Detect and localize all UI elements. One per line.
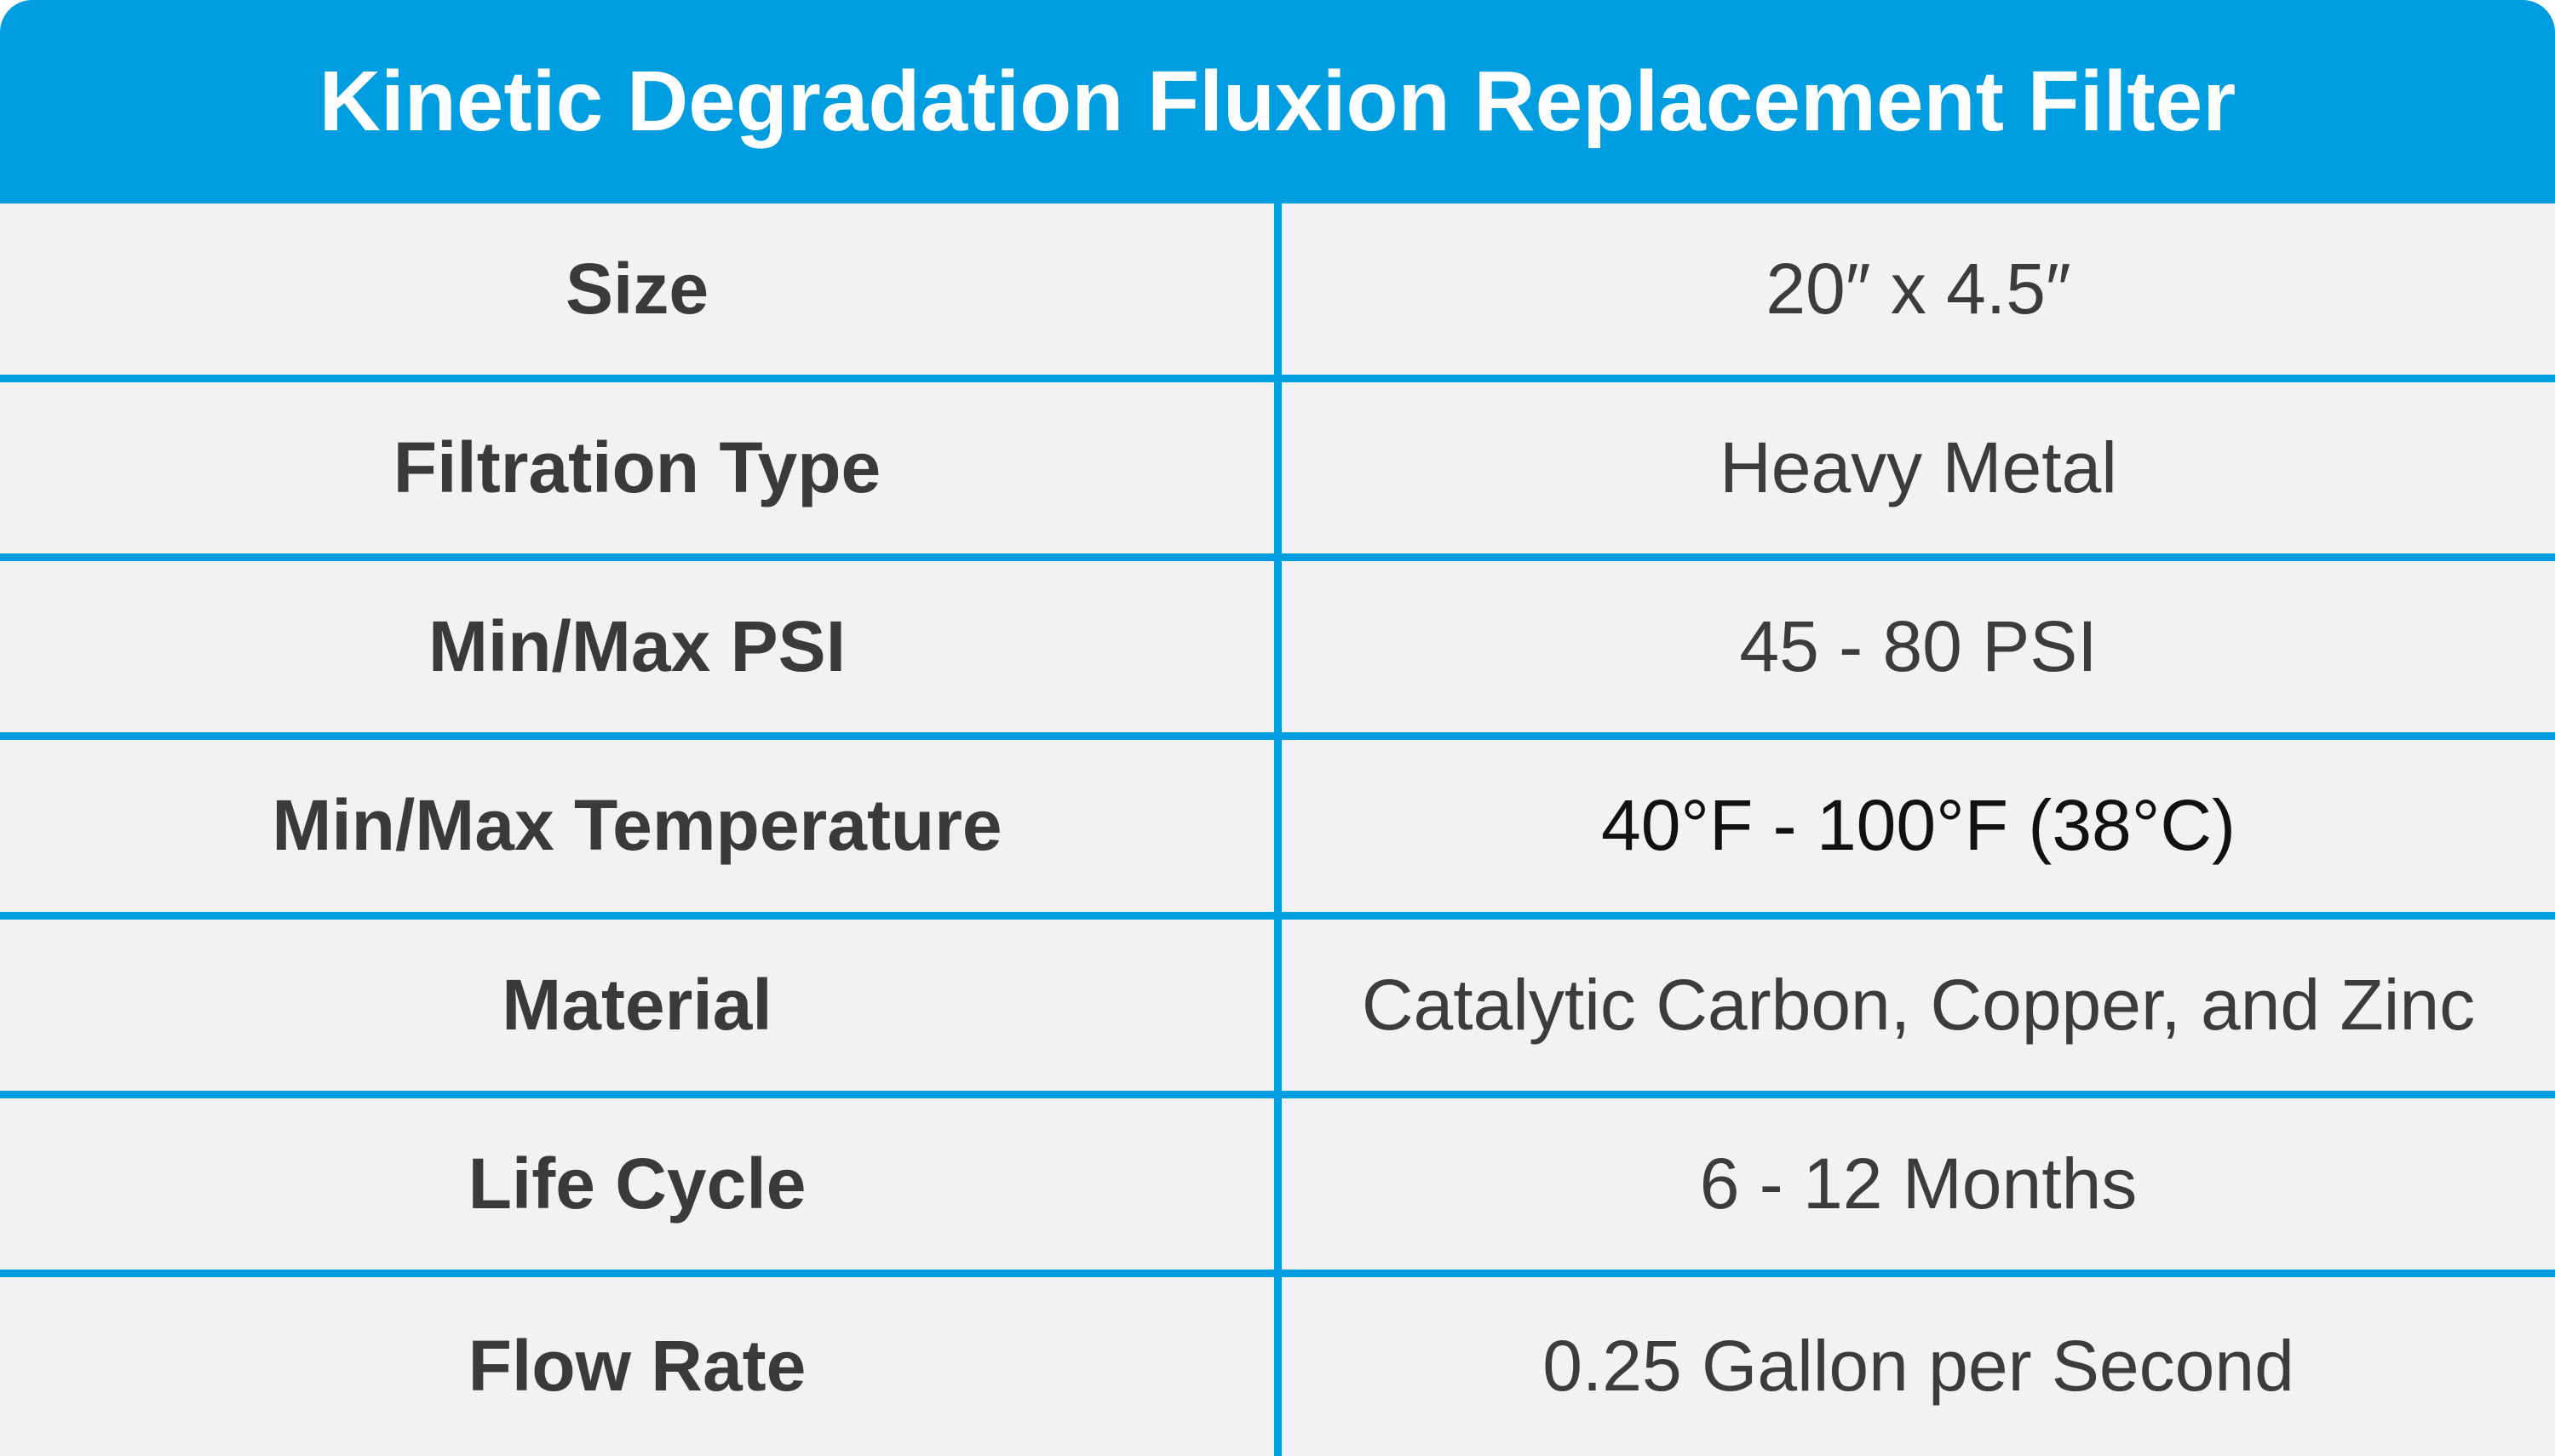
table-row: Size 20″ x 4.5″: [0, 203, 2555, 383]
row-label: Material: [502, 964, 772, 1045]
row-value: 0.25 Gallon per Second: [1274, 1276, 2555, 1456]
table-row: Filtration Type Heavy Metal: [0, 382, 2555, 562]
table-row: Life Cycle 6 - 12 Months: [0, 1098, 2555, 1277]
row-value: 20″ x 4.5″: [1274, 203, 2555, 375]
row-label: Flow Rate: [468, 1326, 807, 1407]
row-label: Life Cycle: [468, 1143, 807, 1224]
row-label: Min/Max PSI: [428, 606, 847, 687]
table-body: Size 20″ x 4.5″ Filtration Type Heavy Metal…: [0, 203, 2555, 1456]
row-label: Filtration Type: [393, 427, 881, 508]
row-label: Size: [565, 249, 709, 330]
table-row: Flow Rate 0.25 Gallon per Second: [0, 1276, 2555, 1456]
row-value: Catalytic Carbon, Copper, and Zinc: [1274, 919, 2555, 1091]
table-title: Kinetic Degradation Fluxion Replacement …: [0, 0, 2555, 203]
row-value: 40°F - 100°F (38°C): [1274, 740, 2555, 912]
row-value: 45 - 80 PSI: [1274, 561, 2555, 733]
table-row: Material Catalytic Carbon, Copper, and Zi…: [0, 919, 2555, 1098]
row-label: Min/Max Temperature: [272, 785, 1002, 866]
row-value: Heavy Metal: [1274, 382, 2555, 554]
table-row: Min/Max PSI 45 - 80 PSI: [0, 561, 2555, 741]
table-row: Min/Max Temperature 40°F - 100°F (38°C): [0, 740, 2555, 920]
row-value: 6 - 12 Months: [1274, 1098, 2555, 1270]
